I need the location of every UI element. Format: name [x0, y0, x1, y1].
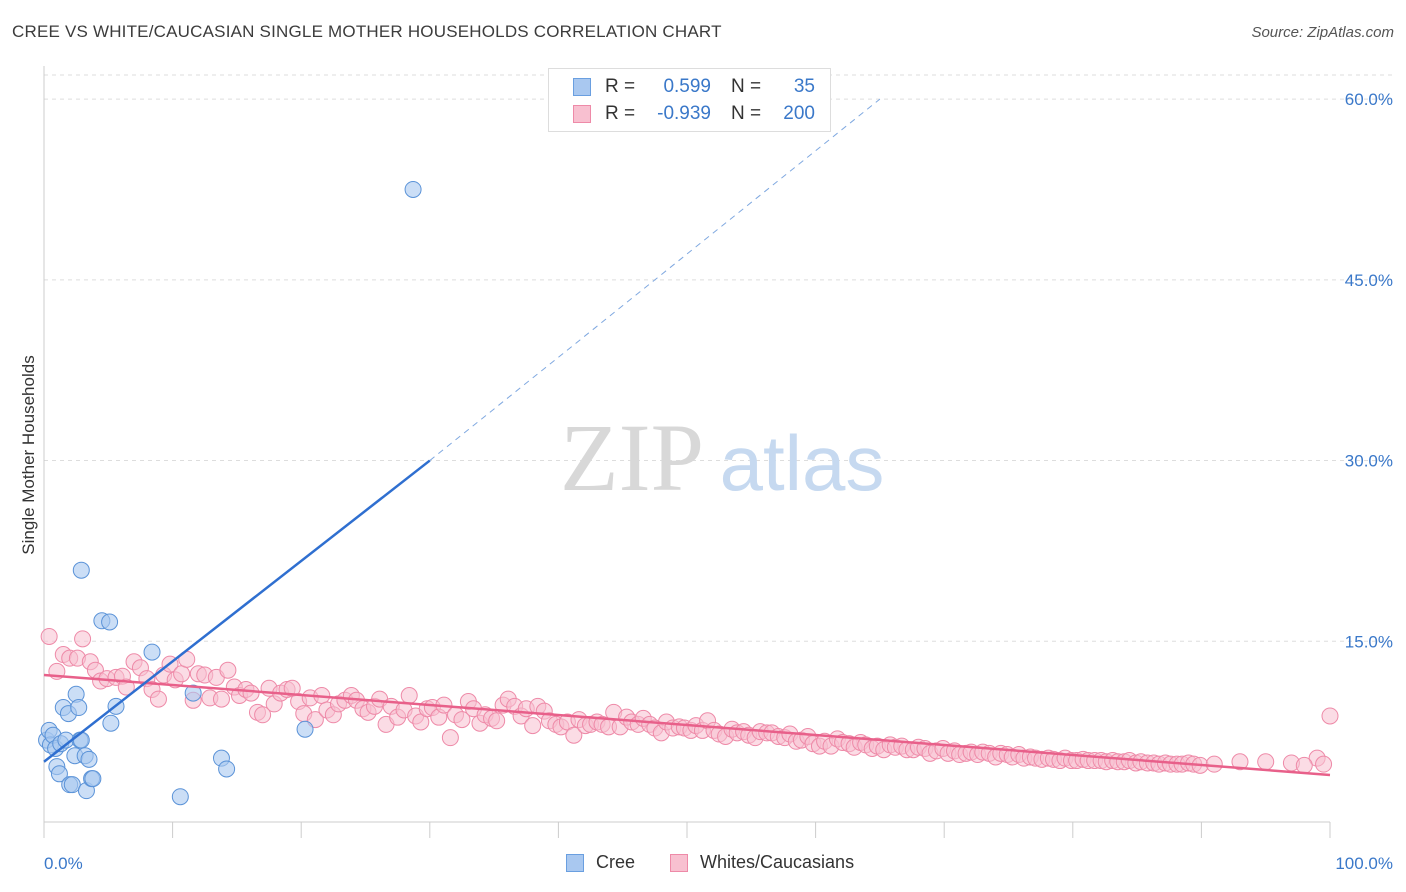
whites-point [219, 661, 237, 679]
legend-n-value: 200 [783, 103, 815, 124]
whites-point [400, 686, 418, 704]
cree-point [101, 613, 119, 631]
cree-trend-extension [429, 98, 881, 461]
tick-labels: 15.0% 30.0% 45.0% 60.0% 0.0% 100.0% [44, 90, 1393, 873]
whites-point [117, 678, 135, 696]
trend-lines [43, 98, 1331, 777]
y-tick-label: 60.0% [1345, 90, 1393, 109]
whites-point [242, 684, 260, 702]
legend-swatch-cree [573, 78, 591, 96]
cree-point [72, 731, 90, 749]
whites-point [1231, 753, 1249, 771]
cree-point [102, 714, 120, 732]
whites-point [212, 690, 230, 708]
cree-point [80, 750, 98, 768]
cree-point [84, 770, 102, 788]
watermark-atlas: atlas [720, 419, 885, 507]
bottom-legend-swatch-cree [566, 853, 584, 872]
legend-n-value: 35 [793, 76, 815, 97]
cree-point [184, 684, 202, 702]
cree-point [404, 180, 422, 198]
chart-title: CREE VS WHITE/CAUCASIAN SINGLE MOTHER HO… [12, 22, 722, 41]
whites-point [1257, 753, 1275, 771]
grid-lines [44, 74, 1395, 642]
cree-trend-line [43, 459, 431, 763]
y-axis-label: Single Mother Households [19, 355, 38, 554]
whites-point [565, 726, 583, 744]
whites-trend-line [43, 673, 1331, 777]
cree-point [296, 720, 314, 738]
source-label: Source: ZipAtlas.com [1251, 24, 1394, 41]
whites-point [1205, 755, 1223, 773]
cree-point [72, 561, 90, 579]
cree-point [218, 760, 236, 778]
legend-r-value: 0.599 [663, 76, 711, 97]
whites-point [1321, 707, 1339, 725]
x-tick-label-max: 100.0% [1335, 854, 1393, 873]
legend-row-whites: R = -0.939 N = 200 [573, 102, 815, 126]
cree-point [171, 788, 189, 806]
cree-point [63, 776, 81, 794]
whites-point [441, 729, 459, 747]
y-tick-label: 30.0% [1345, 452, 1393, 471]
bottom-legend-whites: Whites/Caucasians [670, 852, 854, 873]
legend-n-label: N = [731, 103, 762, 124]
bottom-legend-cree: Cree [566, 852, 635, 873]
y-tick-label: 45.0% [1345, 271, 1393, 290]
cree-point [143, 643, 161, 661]
whites-points [40, 627, 1339, 774]
legend-r-label: R = [605, 76, 636, 97]
whites-point [149, 690, 167, 708]
bottom-legend-swatch-whites [670, 853, 688, 872]
y-tick-label: 15.0% [1345, 632, 1393, 651]
bottom-legend-label-cree: Cree [596, 852, 636, 872]
watermark-zip: ZIP [560, 404, 704, 511]
cree-point [70, 699, 88, 717]
whites-point [488, 712, 506, 730]
whites-point [173, 665, 191, 683]
x-tick-label-min: 0.0% [44, 854, 83, 873]
watermark: ZIP atlas [560, 404, 884, 511]
whites-point [1295, 756, 1313, 774]
cree-point [50, 765, 68, 783]
whites-point [453, 711, 471, 729]
axes [43, 66, 1331, 838]
whites-point [254, 706, 272, 724]
legend-r-value: -0.939 [657, 103, 711, 124]
legend-r-label: R = [605, 103, 636, 124]
whites-point [524, 717, 542, 735]
legend-row-cree: R = 0.599 N = 35 [573, 75, 815, 99]
legend: R = 0.599 N = 35 R = -0.939 N = 200 [548, 68, 831, 132]
legend-n-label: N = [731, 76, 762, 97]
whites-point [40, 627, 58, 645]
bottom-legend-label-whites: Whites/Caucasians [700, 852, 855, 872]
cree-points [38, 180, 422, 806]
whites-point [1315, 755, 1333, 773]
legend-swatch-whites [573, 105, 591, 123]
whites-point [74, 630, 92, 648]
